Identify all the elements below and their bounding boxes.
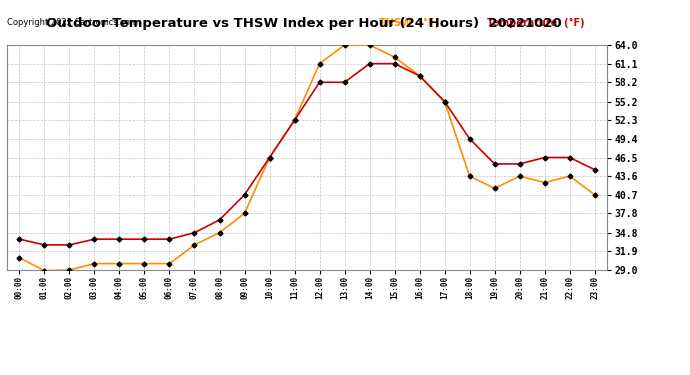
Text: Temperature  (°F): Temperature (°F)	[487, 18, 584, 28]
Text: THSW  (°F): THSW (°F)	[379, 18, 439, 28]
Text: Copyright 2022 Cartronics.com: Copyright 2022 Cartronics.com	[7, 18, 138, 27]
Text: Outdoor Temperature vs THSW Index per Hour (24 Hours)  20221020: Outdoor Temperature vs THSW Index per Ho…	[46, 17, 562, 30]
